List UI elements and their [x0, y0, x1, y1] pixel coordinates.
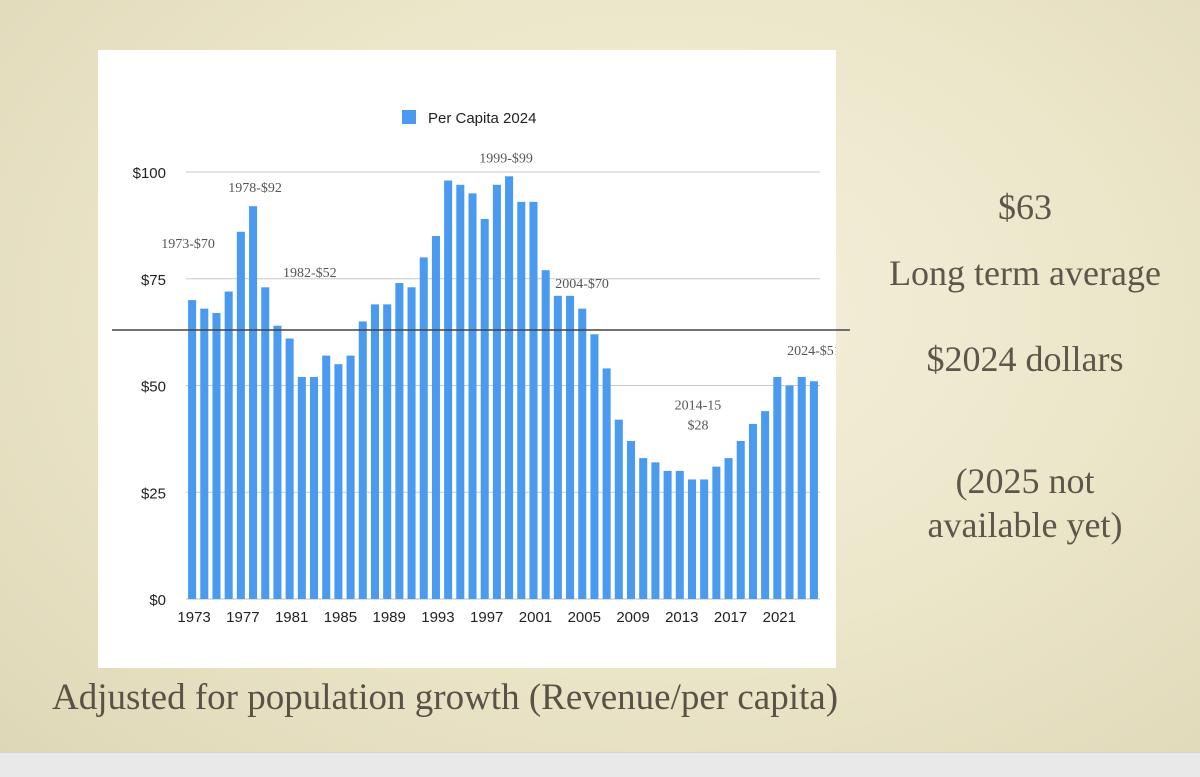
- y-tick-label: $75: [141, 272, 166, 289]
- x-tick-label: 1993: [421, 609, 454, 626]
- bar-1998: [492, 184, 501, 599]
- bar-1993: [431, 236, 440, 600]
- bar-1996: [468, 193, 477, 599]
- x-tick-label: 2021: [763, 609, 796, 626]
- bar-2012: [663, 470, 672, 599]
- bar-1973: [188, 300, 197, 599]
- bar-2010: [639, 458, 648, 599]
- x-tick-label: 1989: [372, 609, 405, 626]
- bar-2023: [797, 376, 806, 599]
- bar-1997: [480, 218, 489, 599]
- average-label: Long term average: [889, 253, 1161, 293]
- bar-1991: [407, 287, 416, 599]
- annotation-label: 1978-$92: [228, 181, 282, 196]
- bar-1989: [383, 304, 392, 599]
- annotation-label: 1973-$70: [161, 237, 215, 252]
- bar-1999: [505, 176, 514, 599]
- chart-panel: $0 $25 $50 $75 $100 1973 1977 1981 1985 1989 1993 1…: [98, 50, 836, 668]
- bar-2017: [724, 458, 733, 599]
- legend-swatch: [402, 110, 416, 124]
- x-tick-label: 2017: [714, 609, 747, 626]
- x-tick-label: 2001: [519, 609, 552, 626]
- bar-2008: [614, 419, 623, 599]
- bar-2013: [675, 470, 684, 599]
- bar-1987: [358, 321, 367, 599]
- annotation-label: 2014-15: [675, 398, 722, 413]
- bar-1977: [236, 231, 245, 599]
- dollars-label: $2024 dollars: [926, 339, 1124, 379]
- bar-1985: [334, 364, 343, 599]
- bar-2009: [626, 441, 636, 599]
- y-tick-label: $0: [149, 592, 166, 609]
- bar-2019: [748, 423, 757, 599]
- bar-2015: [700, 479, 709, 599]
- x-tick-label: 2009: [616, 609, 649, 626]
- y-tick-label: $50: [141, 379, 166, 396]
- bar-1983: [309, 376, 319, 599]
- bar-1974: [200, 308, 209, 599]
- annotation-label: $28: [687, 418, 708, 433]
- bar-1994: [444, 180, 453, 600]
- bar-1992: [419, 257, 428, 599]
- bar-2006: [590, 334, 599, 599]
- bar-1986: [346, 355, 355, 599]
- bar-2020: [761, 411, 770, 599]
- bar-2003: [553, 295, 562, 599]
- bar-1976: [224, 291, 233, 599]
- bar-1975: [212, 312, 221, 599]
- note-line-2: available yet): [927, 505, 1123, 545]
- bar-1980: [273, 325, 282, 599]
- bar-2004: [566, 295, 575, 599]
- x-tick-label: 2013: [665, 609, 698, 626]
- bar-1982: [297, 376, 306, 599]
- annotation-label: 1999-$99: [479, 151, 533, 166]
- bar-2018: [736, 441, 745, 599]
- x-tick-label: 1981: [275, 609, 308, 626]
- bar-1988: [370, 304, 380, 599]
- legend-label: Per Capita 2024: [428, 110, 536, 127]
- bar-1979: [261, 287, 270, 599]
- annotation-label: 2024-$51: [787, 344, 836, 359]
- note-line-1: (2025 not: [955, 461, 1095, 501]
- y-tick-label: $25: [141, 485, 166, 502]
- bar-2011: [651, 462, 660, 599]
- x-tick-label: 1977: [226, 609, 259, 626]
- y-tick-label: $100: [133, 165, 166, 182]
- bar-2024: [809, 381, 818, 599]
- bar-1978: [249, 206, 258, 599]
- bottom-band: [0, 752, 1200, 777]
- x-tick-label: 1985: [324, 609, 357, 626]
- annotation-label: 1982-$52: [283, 266, 337, 281]
- bar-2001: [529, 201, 538, 599]
- x-tick-label: 1973: [177, 609, 210, 626]
- bar-2014: [687, 479, 697, 599]
- bar-chart: $0 $25 $50 $75 $100 1973 1977 1981 1985 1989 1993 1…: [133, 110, 836, 626]
- x-tick-label: 1997: [470, 609, 503, 626]
- annotation-label: 2004-$70: [555, 277, 609, 292]
- bar-2007: [602, 368, 611, 599]
- bar-1995: [456, 184, 465, 599]
- bar-1981: [285, 338, 294, 599]
- bar-2002: [541, 270, 550, 599]
- bar-2016: [712, 466, 721, 599]
- bar-2005: [578, 308, 587, 599]
- bar-2022: [785, 385, 794, 599]
- x-tick-label: 2005: [568, 609, 601, 626]
- bar-2021: [773, 376, 782, 599]
- bar-2000: [517, 201, 526, 599]
- bar-1990: [395, 283, 404, 599]
- slide-caption: Adjusted for population growth (Revenue/…: [52, 677, 839, 718]
- bar-1984: [322, 355, 331, 599]
- average-value: $63: [998, 187, 1052, 227]
